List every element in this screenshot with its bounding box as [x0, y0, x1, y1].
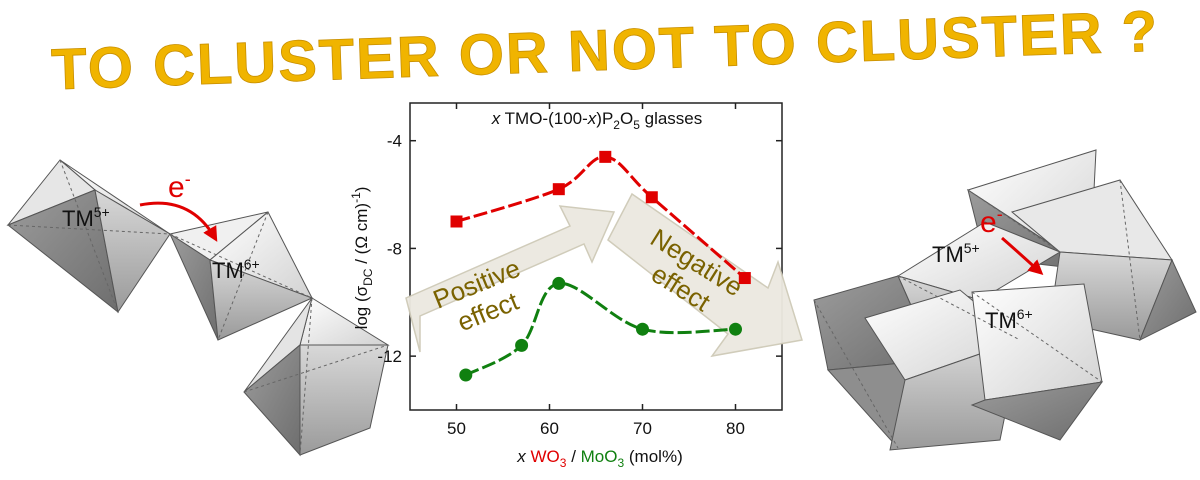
x-tick-label: 50: [447, 419, 466, 438]
left-tm5-label: TM5+: [62, 204, 110, 231]
octahedron-1: [6, 159, 171, 314]
right-electron-label: e-: [980, 204, 1003, 239]
x-axis-label: x WO3 / MoO3 (mol%): [516, 447, 682, 470]
headline-group: TO CLUSTER OR NOT TO CLUSTER ?: [50, 0, 1161, 103]
right-tm5-label: TM5+: [932, 240, 980, 267]
data-point-wo3: [450, 215, 463, 228]
data-series: [450, 150, 751, 382]
headline: TO CLUSTER OR NOT TO CLUSTER ?: [50, 0, 1160, 102]
x-tick-label: 80: [726, 419, 745, 438]
left-octahedra-illustration: e- TM5+ TM6+: [6, 159, 390, 457]
left-electron-arrow: [139, 201, 218, 242]
left-electron-label: e-: [168, 169, 191, 204]
right-octahedra-cluster-illustration: e- TM5+ TM6+: [813, 149, 1197, 451]
chart-title: x TMO-(100-x)P2O5 glasses: [491, 109, 703, 132]
x-tick-label: 60: [540, 419, 559, 438]
octahedron-2: [168, 211, 314, 341]
y-axis-label: log (σDC / (Ω cm)-1): [349, 187, 375, 330]
axis-ticks: 50 60 70 80 -12 -8 -4: [377, 103, 782, 438]
data-point-moo3: [729, 322, 742, 336]
x-tick-label: 70: [633, 419, 652, 438]
data-point-wo3: [645, 191, 658, 204]
left-tm6-label: TM6+: [212, 256, 260, 283]
data-point-moo3: [459, 368, 473, 382]
data-point-wo3: [552, 183, 565, 196]
data-point-moo3: [515, 338, 529, 352]
data-point-moo3: [636, 322, 649, 336]
right-tm6-label: TM6+: [985, 306, 1033, 333]
y-tick-label: -8: [387, 239, 402, 258]
right-electron-arrow: [1001, 236, 1044, 276]
octahedron-3: [243, 297, 390, 457]
data-point-wo3: [738, 272, 751, 285]
conductivity-chart: 50 60 70 80 -12 -8 -4 x TMO-(100-x)P2O5 glasse…: [349, 102, 803, 470]
data-point-wo3: [599, 150, 612, 163]
data-point-moo3: [552, 276, 566, 290]
plot-frame: [409, 102, 783, 411]
y-tick-label: -12: [377, 347, 402, 366]
y-tick-label: -4: [387, 132, 402, 151]
